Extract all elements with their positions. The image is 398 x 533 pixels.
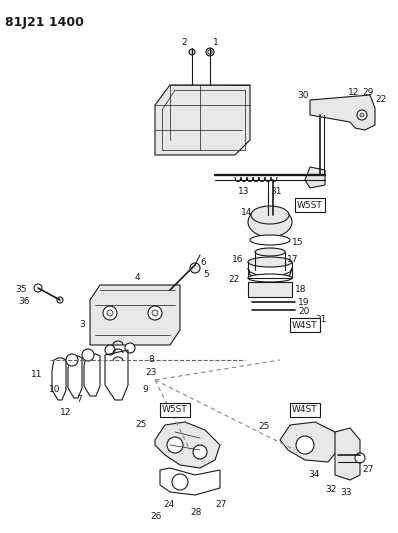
- Text: 13: 13: [238, 187, 250, 196]
- Text: 14: 14: [241, 208, 252, 217]
- Text: 2: 2: [181, 38, 187, 47]
- Text: 12: 12: [348, 88, 359, 97]
- Polygon shape: [280, 422, 338, 462]
- Circle shape: [208, 50, 212, 54]
- Text: 5: 5: [203, 270, 209, 279]
- Text: 35: 35: [15, 285, 27, 294]
- Text: 10: 10: [49, 385, 60, 394]
- Ellipse shape: [255, 248, 285, 256]
- Text: 36: 36: [18, 297, 29, 306]
- Text: 4: 4: [135, 273, 140, 282]
- Circle shape: [206, 48, 214, 56]
- Ellipse shape: [251, 206, 289, 224]
- Circle shape: [105, 345, 115, 355]
- Text: 29: 29: [362, 88, 373, 97]
- Text: 27: 27: [362, 465, 373, 474]
- Bar: [248, 282, 292, 297]
- Circle shape: [152, 310, 158, 316]
- Ellipse shape: [248, 257, 292, 267]
- Text: 25: 25: [259, 422, 270, 431]
- Ellipse shape: [248, 207, 292, 237]
- Ellipse shape: [250, 235, 290, 245]
- Text: W5ST: W5ST: [297, 200, 323, 209]
- Text: 9: 9: [142, 385, 148, 394]
- Circle shape: [190, 263, 200, 273]
- Text: 3: 3: [79, 320, 85, 329]
- Circle shape: [34, 284, 42, 292]
- Text: 26: 26: [150, 512, 161, 521]
- Polygon shape: [335, 428, 360, 480]
- Text: 15: 15: [292, 238, 304, 247]
- Text: 81J21 1400: 81J21 1400: [5, 16, 84, 29]
- Text: 28: 28: [190, 508, 201, 517]
- Text: 12: 12: [60, 408, 71, 417]
- Text: 22: 22: [375, 95, 386, 104]
- Text: 27: 27: [215, 500, 226, 509]
- Circle shape: [82, 349, 94, 361]
- Text: 17: 17: [287, 255, 298, 264]
- Text: 32: 32: [325, 485, 336, 494]
- Polygon shape: [90, 285, 180, 345]
- Circle shape: [167, 437, 183, 453]
- Polygon shape: [305, 167, 325, 188]
- Text: 11: 11: [31, 370, 42, 379]
- Text: 8: 8: [148, 355, 154, 364]
- Circle shape: [355, 453, 365, 463]
- Circle shape: [125, 343, 135, 353]
- Circle shape: [148, 306, 162, 320]
- Text: 30: 30: [297, 91, 309, 100]
- Circle shape: [103, 306, 117, 320]
- Circle shape: [107, 310, 113, 316]
- Polygon shape: [155, 85, 250, 155]
- Text: 16: 16: [232, 255, 243, 264]
- Text: 19: 19: [298, 298, 310, 307]
- Text: 21: 21: [315, 315, 326, 324]
- Circle shape: [172, 474, 188, 490]
- Text: W4ST: W4ST: [292, 406, 318, 415]
- Polygon shape: [248, 268, 292, 282]
- Polygon shape: [155, 422, 220, 468]
- Text: 34: 34: [308, 470, 319, 479]
- Text: 24: 24: [163, 500, 174, 509]
- Circle shape: [296, 436, 314, 454]
- Text: W5ST: W5ST: [162, 406, 188, 415]
- Circle shape: [57, 297, 63, 303]
- Text: 6: 6: [200, 258, 206, 267]
- Circle shape: [189, 49, 195, 55]
- Text: 18: 18: [295, 285, 306, 294]
- Text: 33: 33: [340, 488, 351, 497]
- Text: 1: 1: [213, 38, 219, 47]
- Text: 20: 20: [298, 307, 309, 316]
- Text: 7: 7: [76, 395, 82, 404]
- Text: 23: 23: [145, 368, 156, 377]
- Circle shape: [360, 113, 364, 117]
- Text: 22: 22: [229, 275, 240, 284]
- Text: 25: 25: [136, 420, 147, 429]
- Circle shape: [193, 445, 207, 459]
- Text: W4ST: W4ST: [292, 320, 318, 329]
- Polygon shape: [310, 95, 375, 130]
- Ellipse shape: [248, 274, 292, 282]
- Text: 31: 31: [270, 187, 281, 196]
- Circle shape: [66, 354, 78, 366]
- Circle shape: [357, 110, 367, 120]
